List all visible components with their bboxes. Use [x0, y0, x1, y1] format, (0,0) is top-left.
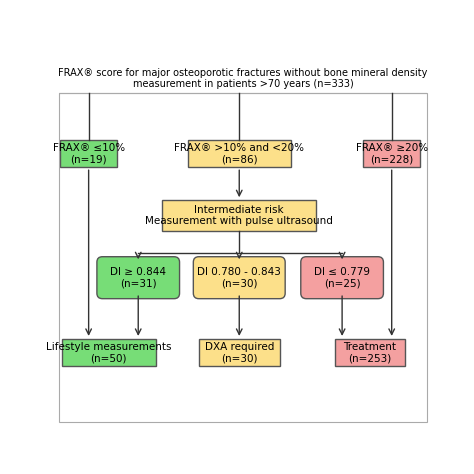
FancyBboxPatch shape	[363, 140, 420, 167]
Text: Lifestyle measurements
(n=50): Lifestyle measurements (n=50)	[46, 342, 172, 363]
FancyBboxPatch shape	[62, 339, 155, 366]
FancyBboxPatch shape	[162, 200, 316, 231]
Text: measurement in patients >70 years (n=333): measurement in patients >70 years (n=333…	[133, 79, 353, 89]
Text: DI ≤ 0.779
(n=25): DI ≤ 0.779 (n=25)	[314, 267, 370, 289]
Text: FRAX® >10% and <20%
(n=86): FRAX® >10% and <20% (n=86)	[174, 143, 304, 164]
Text: FRAX® score for major osteoporotic fractures without bone mineral density: FRAX® score for major osteoporotic fract…	[58, 68, 428, 78]
FancyBboxPatch shape	[97, 257, 180, 299]
FancyBboxPatch shape	[301, 257, 383, 299]
FancyBboxPatch shape	[199, 339, 280, 366]
Text: Intermediate risk
Measurement with pulse ultrasound: Intermediate risk Measurement with pulse…	[146, 205, 333, 227]
Text: DI 0.780 - 0.843
(n=30): DI 0.780 - 0.843 (n=30)	[197, 267, 281, 289]
Text: DI ≥ 0.844
(n=31): DI ≥ 0.844 (n=31)	[110, 267, 166, 289]
Text: FRAX® ≥20%
(n=228): FRAX® ≥20% (n=228)	[356, 143, 428, 164]
Text: FRAX® ≤10%
(n=19): FRAX® ≤10% (n=19)	[53, 143, 125, 164]
Text: DXA required
(n=30): DXA required (n=30)	[205, 342, 274, 363]
Text: Treatment
(n=253): Treatment (n=253)	[343, 342, 396, 363]
FancyBboxPatch shape	[193, 257, 285, 299]
FancyBboxPatch shape	[60, 140, 117, 167]
FancyBboxPatch shape	[335, 339, 405, 366]
FancyBboxPatch shape	[188, 140, 291, 167]
